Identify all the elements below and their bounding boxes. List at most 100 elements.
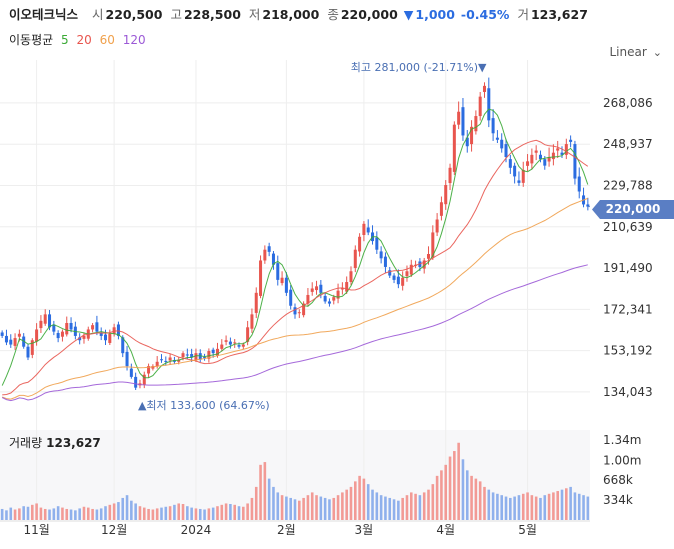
candle-body: [366, 227, 370, 233]
candle-body: [203, 357, 207, 359]
volume-bar: [18, 508, 21, 520]
volume-bar: [474, 478, 478, 520]
ma-60-line: [2, 197, 588, 400]
volume-bar: [465, 470, 469, 520]
candle-body: [401, 277, 405, 286]
volume-bar: [168, 506, 172, 520]
candle-body: [280, 277, 284, 284]
candle-body: [310, 288, 314, 292]
high-label: 고: [170, 7, 182, 22]
candle-body: [13, 338, 17, 346]
candle-body: [405, 271, 409, 277]
high-value: 228,500: [183, 7, 241, 22]
candle-body: [228, 341, 232, 345]
candle-body: [56, 333, 60, 339]
candle-body: [9, 339, 13, 345]
candle-body: [573, 144, 577, 179]
volume-bar: [254, 486, 258, 520]
candle-body: [315, 286, 319, 291]
candle-body: [504, 144, 508, 158]
volume-bar: [125, 495, 129, 520]
volume-bar: [435, 475, 439, 520]
candle-body: [99, 333, 103, 336]
volume-bar: [306, 495, 310, 520]
volume-bar: [74, 510, 77, 520]
volume-bar: [61, 507, 64, 520]
volume-bar: [509, 497, 512, 520]
volume-bar: [556, 491, 559, 520]
candle-body: [388, 270, 392, 276]
candle-body: [396, 276, 400, 285]
volume-tick-label: 1.34m: [603, 433, 641, 447]
candle-body: [336, 290, 340, 299]
volume-bar: [496, 493, 499, 520]
candle-body: [190, 354, 194, 358]
volume-bar: [388, 497, 392, 520]
candle-body: [164, 360, 168, 362]
volume-bar: [237, 506, 241, 520]
candle-body: [250, 314, 254, 329]
x-tick-label: 3월: [355, 523, 374, 537]
x-tick-label: 5월: [518, 523, 537, 537]
x-tick-label: 2024: [181, 523, 212, 537]
candle-body: [259, 260, 263, 296]
candle-body: [194, 353, 198, 361]
volume-bar: [521, 493, 525, 520]
ma-20: 20: [76, 33, 92, 47]
volume-bar: [246, 503, 249, 520]
volume-bar: [315, 495, 318, 520]
candle-body: [470, 126, 474, 145]
volume-bar: [31, 504, 34, 520]
volume-bar: [99, 508, 103, 520]
candle-body: [207, 351, 211, 359]
volume-bar: [298, 500, 301, 520]
volume-bar: [349, 486, 353, 520]
candle-body: [48, 314, 52, 328]
candle-body: [513, 165, 517, 177]
volume-bar: [272, 486, 275, 520]
volume-bar: [26, 506, 30, 520]
volume-bar: [117, 502, 120, 520]
y-tick-label: 210,639: [603, 220, 653, 234]
scale-selector[interactable]: Linear ⌄: [609, 45, 662, 59]
volume-bar: [211, 507, 215, 520]
volume-bar: [293, 499, 297, 520]
volume-bar: [577, 493, 581, 520]
volume-bar: [310, 492, 314, 520]
volume-bar: [43, 508, 47, 520]
candle-body: [155, 361, 159, 367]
volume-bar: [560, 489, 564, 520]
candle-body: [422, 260, 426, 269]
volume-bar: [543, 495, 547, 520]
candle-body: [431, 232, 435, 258]
volume-bar: [203, 509, 206, 520]
volume-bar: [461, 459, 465, 520]
open-label: 시: [92, 7, 104, 22]
candle-body: [224, 340, 228, 342]
volume-bar: [409, 492, 413, 520]
volume-bar: [151, 509, 155, 520]
volume-bar: [517, 495, 521, 520]
volume-bar: [108, 504, 112, 520]
candle-body: [254, 292, 258, 313]
volume-bar: [539, 497, 542, 520]
candle-body: [69, 322, 73, 330]
candle-body: [129, 368, 133, 377]
candle-body: [302, 303, 306, 316]
candle-body: [474, 116, 478, 132]
close-value: 220,000: [340, 7, 398, 22]
moving-average-legend[interactable]: 이동평균 5 20 60 120: [9, 31, 150, 48]
candle-body: [159, 359, 164, 361]
volume-panel-title: 거래량 123,627: [9, 434, 101, 451]
volume-bar: [345, 489, 348, 520]
volume-bar: [138, 506, 142, 520]
candle-body: [383, 256, 387, 267]
candle-body: [448, 167, 452, 184]
candle-body: [104, 334, 108, 341]
volume-bar: [130, 500, 133, 520]
candle-body: [0, 332, 4, 336]
volume-bar: [302, 497, 305, 520]
volume-bar: [280, 495, 284, 520]
volume-tick-label: 334k: [603, 493, 633, 507]
